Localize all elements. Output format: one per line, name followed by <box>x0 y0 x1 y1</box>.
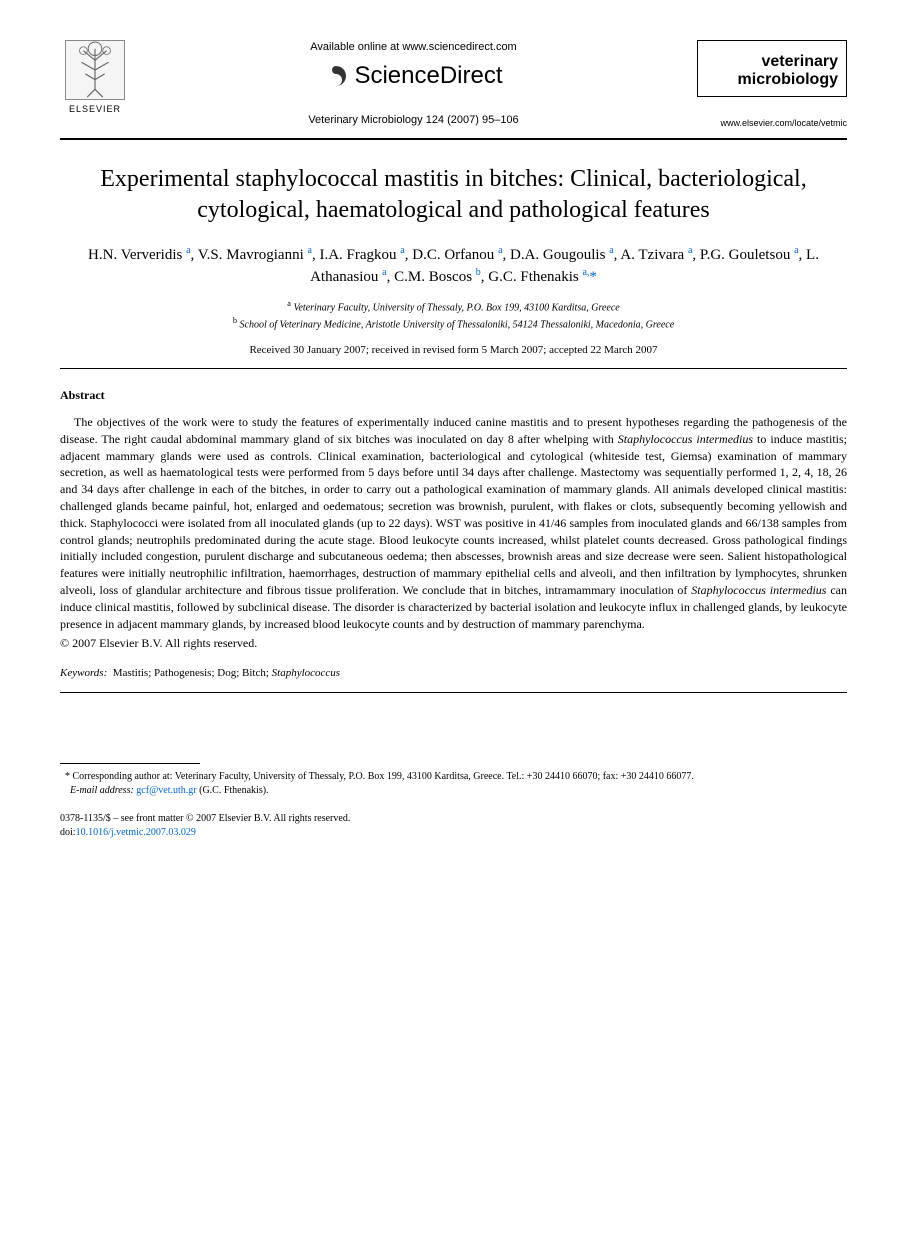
divider-after-dates <box>60 368 847 369</box>
email-link[interactable]: gcf@vet.uth.gr <box>136 785 196 796</box>
journal-name-1: veterinary <box>706 53 838 71</box>
article-title: Experimental staphylococcal mastitis in … <box>60 164 847 226</box>
star-icon: * <box>65 771 70 782</box>
divider-after-keywords <box>60 692 847 693</box>
keywords-line: Keywords: Mastitis; Pathogenesis; Dog; B… <box>60 666 847 681</box>
issn-line: 0378-1135/$ – see front matter © 2007 El… <box>60 812 847 826</box>
footnote-separator <box>60 763 200 764</box>
center-header: Available online at www.sciencedirect.co… <box>130 40 697 128</box>
keywords-values: Mastitis; Pathogenesis; Dog; Bitch; Stap… <box>113 667 340 679</box>
corresponding-footnote: * Corresponding author at: Veterinary Fa… <box>60 770 847 798</box>
doi-link[interactable]: 10.1016/j.vetmic.2007.03.029 <box>76 827 196 838</box>
journal-url: www.elsevier.com/locate/vetmic <box>697 117 847 130</box>
copyright-line: © 2007 Elsevier B.V. All rights reserved… <box>60 635 847 652</box>
authors-list: H.N. Ververidis a, V.S. Mavrogianni a, I… <box>60 244 847 288</box>
elsevier-label: ELSEVIER <box>69 103 121 116</box>
journal-box: veterinary microbiology <box>697 40 847 97</box>
email-owner: (G.C. Fthenakis). <box>199 785 268 796</box>
footer-info: 0378-1135/$ – see front matter © 2007 El… <box>60 812 847 840</box>
keywords-label: Keywords: <box>60 667 107 679</box>
article-dates: Received 30 January 2007; received in re… <box>60 343 847 358</box>
affiliations: a Veterinary Faculty, University of Thes… <box>60 298 847 333</box>
citation-line: Veterinary Microbiology 124 (2007) 95–10… <box>150 113 677 128</box>
sciencedirect-icon <box>324 64 348 88</box>
available-online-text: Available online at www.sciencedirect.co… <box>150 40 677 55</box>
sciencedirect-text: ScienceDirect <box>354 59 502 93</box>
elsevier-tree-icon <box>65 40 125 100</box>
affiliation-a: a Veterinary Faculty, University of Thes… <box>60 298 847 315</box>
email-label: E-mail address: <box>70 785 134 796</box>
sciencedirect-brand: ScienceDirect <box>150 59 677 93</box>
doi-label: doi: <box>60 827 76 838</box>
header-row: ELSEVIER Available online at www.science… <box>60 40 847 130</box>
corresponding-text: Corresponding author at: Veterinary Facu… <box>73 771 694 782</box>
doi-line: doi:10.1016/j.vetmic.2007.03.029 <box>60 826 847 840</box>
abstract-body: The objectives of the work were to study… <box>60 414 847 632</box>
journal-box-wrapper: veterinary microbiology www.elsevier.com… <box>697 40 847 130</box>
abstract-heading: Abstract <box>60 387 847 404</box>
affiliation-b: b School of Veterinary Medicine, Aristot… <box>60 315 847 332</box>
journal-name-2: microbiology <box>706 71 838 89</box>
divider-top <box>60 138 847 140</box>
elsevier-logo: ELSEVIER <box>60 40 130 120</box>
